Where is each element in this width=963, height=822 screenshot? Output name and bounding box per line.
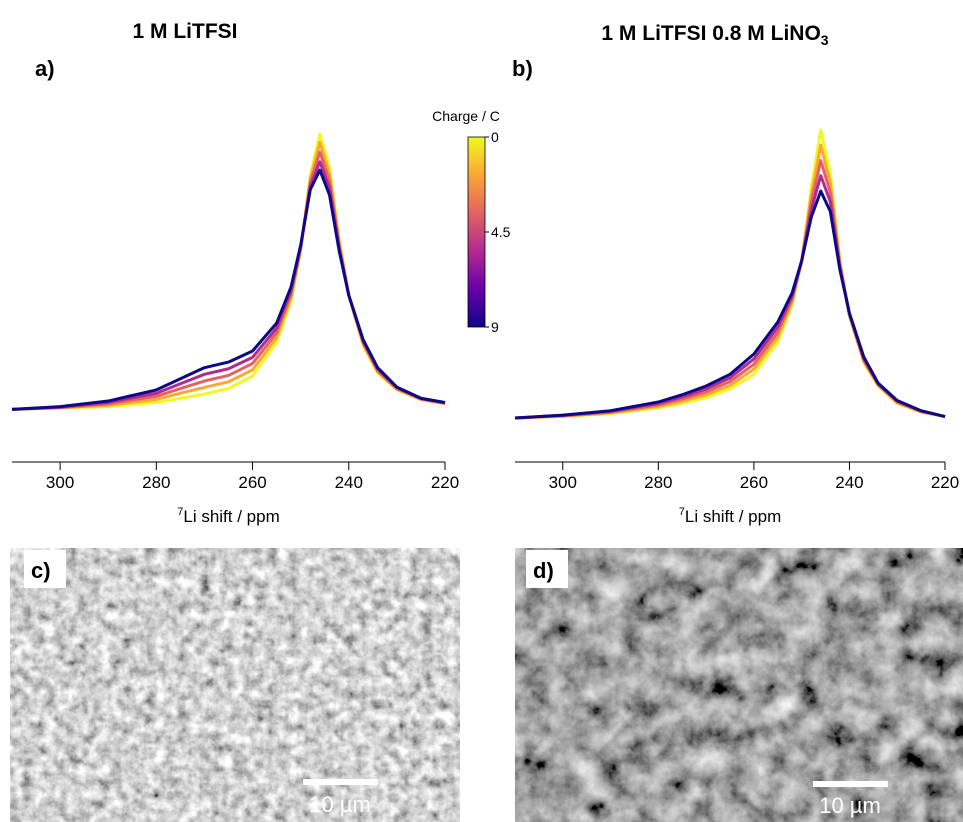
x-axis-label: 7Li shift / ppm <box>679 506 782 526</box>
chart-title: 1 M LiTFSI 0.8 M LiNO3 <box>601 22 828 48</box>
x-tick-label: 300 <box>46 473 74 492</box>
title-text: 1 M LiTFSI 0.8 M LiNO <box>601 22 820 45</box>
spectrum-line <box>12 162 445 410</box>
x-tick-label: 260 <box>740 473 768 492</box>
x-label-text: Li shift / ppm <box>183 507 279 526</box>
panel-label: b) <box>512 56 533 81</box>
x-tick-label: 280 <box>644 473 672 492</box>
scale-bar-label: 10 µm <box>819 793 881 818</box>
colorbar-label: Charge / C <box>432 108 500 124</box>
scale-bar-label: 10 µm <box>309 792 371 817</box>
sem-texture <box>515 548 963 822</box>
sem-image: d) 10 µm <box>515 548 963 822</box>
x-tick-label: 240 <box>335 473 363 492</box>
figure: 1 M LiTFSI 1 M LiTFSI 0.8 M LiNO3 a) b) … <box>0 0 963 822</box>
title-subscript: 3 <box>821 32 829 48</box>
x-tick-label: 280 <box>142 473 170 492</box>
x-tick-label: 300 <box>549 473 577 492</box>
colorbar-tick-label: 0 <box>491 129 499 145</box>
panel-label: c) <box>31 558 51 583</box>
sem-image: c) 10 µm <box>10 548 460 822</box>
x-tick-label: 220 <box>431 473 459 492</box>
colorbar-tick-label: 4.5 <box>491 224 511 240</box>
colorbar-tick-label: 9 <box>491 319 499 335</box>
sem-texture <box>10 548 460 822</box>
x-tick-label: 220 <box>931 473 959 492</box>
x-axis-label: 7Li shift / ppm <box>177 506 280 526</box>
x-label-text: Li shift / ppm <box>685 507 781 526</box>
panel-label: d) <box>533 558 554 583</box>
chart-title: 1 M LiTFSI <box>133 20 238 43</box>
x-tick-label: 240 <box>835 473 863 492</box>
x-tick-label: 260 <box>238 473 266 492</box>
colorbar <box>468 137 485 327</box>
panel-label: a) <box>35 56 55 81</box>
